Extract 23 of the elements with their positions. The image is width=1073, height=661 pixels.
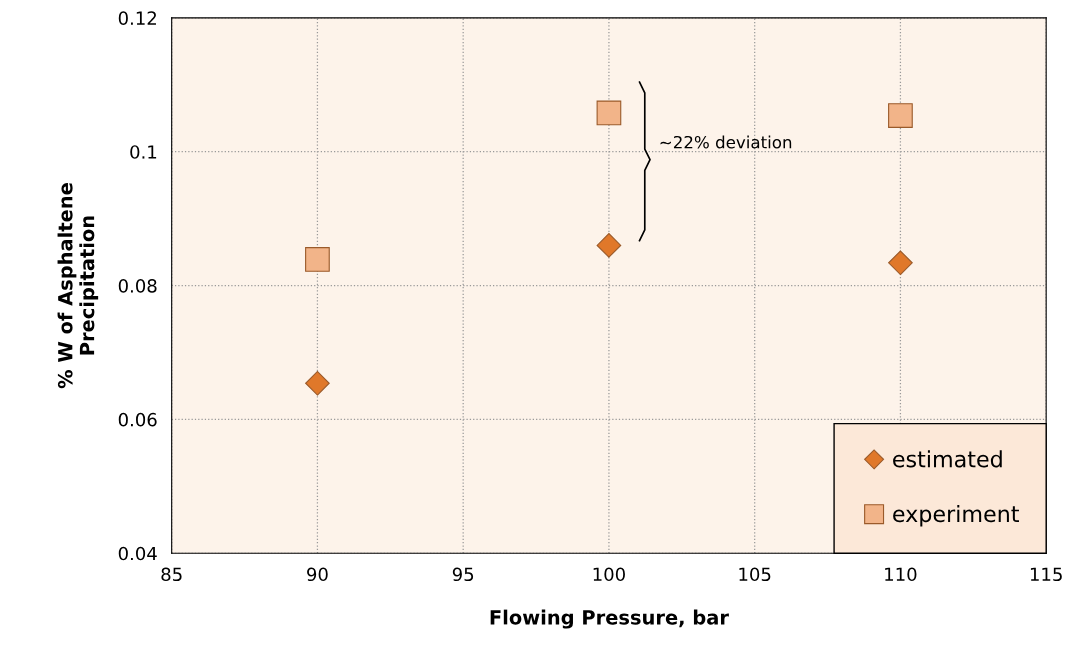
x-axis-title: Flowing Pressure, bar [490, 609, 729, 629]
legend-label: experiment [893, 505, 1019, 527]
x-tick-label: 105 [739, 567, 771, 582]
y-tick-label: 0.08 [118, 279, 157, 293]
x-tick-label: 85 [161, 567, 182, 582]
legend-label: estimated [893, 450, 1002, 468]
annotation: ~22% deviation [660, 135, 792, 149]
x-tick-label: 90 [307, 567, 328, 582]
point [596, 233, 622, 258]
x-tick-label: 115 [1030, 567, 1062, 582]
point [888, 103, 913, 128]
y-tick-label: 0.06 [118, 412, 157, 427]
y-tick-label: 0.12 [118, 11, 156, 25]
y-tick-label: 0.1 [130, 145, 157, 159]
y-tick-label: 0.04 [118, 546, 157, 561]
y-axis-title: % W of Asphaltene Precipitation [57, 183, 99, 389]
point [305, 247, 330, 272]
x-tick-label: 110 [885, 567, 917, 582]
x-tick-label: 100 [593, 567, 625, 582]
point [596, 100, 622, 126]
x-tick-label: 95 [452, 567, 474, 582]
point [888, 250, 913, 276]
point [305, 370, 330, 396]
